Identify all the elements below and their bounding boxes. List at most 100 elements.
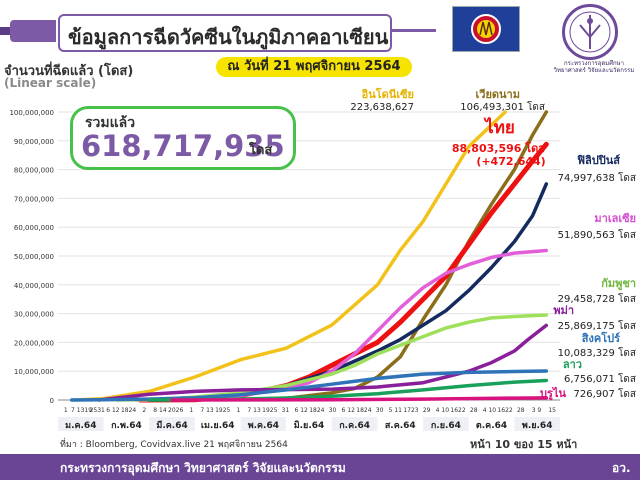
date-badge: ณ วันที่ 21 พฤศจิกายน 2564: [216, 57, 412, 77]
series-line: [69, 369, 549, 402]
series-name-label: พม่า: [553, 304, 574, 317]
x-day-tick: 2: [142, 407, 146, 414]
series-line: [97, 323, 549, 402]
x-month-label: มิ.ย.64: [294, 420, 325, 431]
scale-label: (Linear scale): [4, 76, 97, 90]
series-line: [74, 110, 507, 402]
syringe-rod: [0, 27, 12, 35]
x-day-tick: 7 13: [200, 407, 214, 414]
x-month-label: ม.ค.64: [65, 421, 96, 431]
x-day-tick: 1622: [450, 407, 465, 414]
total-unit: โดส: [249, 143, 273, 158]
x-day-tick: 1925: [262, 407, 277, 414]
x-day-tick: 6 12: [106, 407, 120, 414]
x-day-tick: 2026: [168, 407, 183, 414]
x-day-tick: 4 10: [436, 407, 450, 414]
month-band: [149, 417, 195, 431]
series-value-label: 10,083,329 โดส: [558, 346, 636, 359]
series-name-label: มาเลเซีย: [594, 212, 636, 225]
month-band: [194, 417, 241, 431]
y-tick-label: 0: [50, 397, 54, 405]
x-day-tick: 2531: [90, 407, 105, 414]
series-line: [115, 313, 549, 402]
x-day-tick: 1723: [403, 407, 418, 414]
ministry-logo-icon: [562, 4, 618, 60]
y-tick-label: 20,000,000: [14, 339, 54, 347]
x-month-label: ก.พ.64: [111, 421, 142, 431]
y-axis-label: จำนวนที่ฉีดแล้ว (โดส): [4, 64, 134, 79]
x-month-label: ส.ค.64: [385, 421, 416, 431]
series-name-label: ไทย: [483, 117, 515, 138]
series-value-label: 6,756,071 โดส: [564, 372, 636, 385]
x-day-tick: 5 11: [389, 407, 403, 414]
x-day-tick: 6 12: [342, 407, 356, 414]
month-band: [514, 417, 560, 431]
series-name-label: สิงคโปร์: [581, 331, 620, 345]
series-value-label: 25,869,175 โดส: [558, 319, 636, 332]
series-name-label: อินโดนีเซีย: [361, 87, 414, 101]
month-band: [286, 417, 332, 431]
x-day-tick: 31: [282, 407, 290, 414]
x-month-label: ก.ย.64: [431, 421, 461, 431]
x-day-tick: 1824: [356, 407, 371, 414]
y-tick-label: 10,000,000: [14, 368, 54, 376]
total-label: รวมแล้ว: [85, 115, 136, 131]
series-name-label: ฟิลิปปินส์: [577, 154, 621, 167]
asean-flag-icon: [452, 6, 520, 52]
series-value-label: 106,493,301 โดส: [460, 100, 545, 113]
x-day-tick: 3 9: [532, 407, 542, 414]
series-value-label: 29,458,728 โดส: [558, 292, 636, 305]
x-day-tick: 29: [423, 407, 431, 414]
x-day-tick: 1622: [497, 407, 512, 414]
syringe-needle: [390, 29, 436, 32]
y-tick-label: 90,000,000: [14, 138, 54, 146]
x-day-tick: 7 13: [247, 407, 261, 414]
page-number: หน้า 10 ของ 15 หน้า: [470, 438, 578, 451]
footer-bar: กระทรวงการอุดมศึกษา วิทยาศาสตร์ วิจัยและ…: [0, 454, 640, 480]
series-name-label: ลาว: [563, 358, 582, 371]
series-value-label: 88,803,596 โดส: [452, 141, 545, 155]
x-month-label: ก.ค.64: [339, 421, 370, 431]
y-tick-label: 50,000,000: [14, 253, 54, 261]
y-tick-label: 100,000,000: [9, 109, 54, 117]
series-name-label: เวียดนาม: [476, 88, 520, 101]
y-tick-label: 80,000,000: [14, 167, 54, 175]
x-day-tick: 1925: [215, 407, 230, 414]
ministry-caption: กระทรวงการอุดมศึกษา วิทยาศาสตร์ วิจัยและ…: [553, 60, 635, 74]
x-day-tick: 1824: [309, 407, 324, 414]
y-tick-label: 30,000,000: [14, 311, 54, 319]
month-band: [468, 417, 515, 431]
month-band: [423, 417, 469, 431]
x-month-label: เม.ย.64: [201, 421, 235, 431]
series-note-label: (+472,644): [476, 155, 545, 168]
series-value-label: 51,890,563 โดส: [558, 228, 636, 241]
x-month-label: พ.ค.64: [248, 421, 279, 431]
total-value: 618,717,935: [81, 129, 285, 163]
x-day-tick: 1: [236, 407, 240, 414]
x-month-label: ต.ค.64: [476, 421, 507, 431]
x-day-tick: 28: [517, 407, 525, 414]
x-day-tick: 8 14: [153, 407, 167, 414]
series-value-label: 223,638,627: [350, 102, 414, 113]
x-day-tick: 15: [548, 407, 556, 414]
series-name-label: บรูไน: [540, 386, 566, 401]
x-day-tick: 1824: [121, 407, 136, 414]
month-band: [240, 417, 287, 431]
x-day-tick: 30: [329, 407, 337, 414]
chart: 0 10,000,000 20,000,000 30,000,000 40,000,00…: [9, 87, 637, 431]
y-tick-label: 60,000,000: [14, 224, 54, 232]
series-name-label: กัมพูชา: [601, 277, 636, 291]
x-day-tick: 30: [376, 407, 384, 414]
total-box: รวมแล้ว 618,717,935 โดส: [70, 106, 296, 170]
series-value-label: 74,997,638 โดส: [558, 171, 636, 184]
syringe-plunger: [10, 20, 56, 42]
month-band: [103, 417, 150, 431]
x-day-tick: 1: [189, 407, 193, 414]
series-value-label: 726,907 โดส: [574, 387, 637, 400]
source-note: ที่มา : Bloomberg, Covidvax.live 21 พฤศจ…: [60, 440, 288, 450]
x-day-tick: 4 10: [483, 407, 497, 414]
title-capsule: ข้อมูลการฉีดวัคซีนในภูมิภาคอาเซียน: [58, 14, 392, 52]
y-tick-label: 70,000,000: [14, 195, 54, 203]
x-month-label: มี.ค.64: [156, 420, 187, 431]
y-tick-label: 40,000,000: [14, 282, 54, 290]
